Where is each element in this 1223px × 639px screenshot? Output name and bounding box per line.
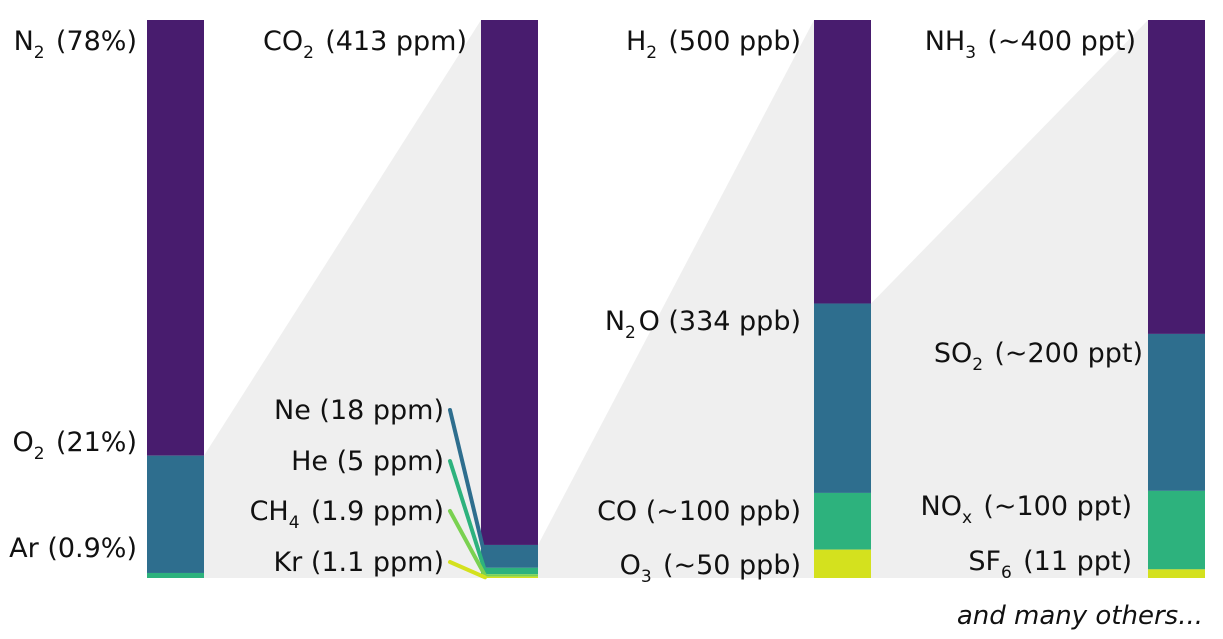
- label-co2: CO2 (413 ppm): [263, 26, 467, 63]
- segment-labels: N2 (78%) O2 (21%) Ar (0.9%) CO2 (413 ppm) Ne…: [9, 26, 1143, 587]
- bar-segment-2-0: [814, 20, 871, 304]
- label-nh3: NH3 (~400 ppt): [925, 26, 1136, 63]
- bar-segment-2-2: [814, 492, 871, 550]
- label-ar: Ar (0.9%): [9, 533, 137, 564]
- label-o3: O3 (~50 ppb): [620, 550, 801, 587]
- bar-segment-2-3: [814, 549, 871, 578]
- bar-segment-3-2: [1148, 490, 1205, 570]
- bar-segment-0-0: [147, 20, 204, 456]
- label-minor-3: Kr (1.1 ppm): [273, 547, 444, 578]
- bar-segment-3-0: [1148, 20, 1205, 334]
- leader-line-3: [448, 560, 487, 580]
- bar-segment-3-1: [1148, 333, 1205, 491]
- label-n2o: N2 O (334 ppb): [605, 306, 801, 343]
- bar-segment-0-2: [147, 572, 204, 578]
- bar-segment-1-0: [481, 20, 538, 545]
- label-h2: H2 (500 ppb): [626, 26, 801, 63]
- leader-line-0: [448, 408, 487, 559]
- leader-lines: [448, 408, 487, 580]
- zoom-wedge-1: [538, 20, 814, 578]
- label-sf6: SF6 (11 ppt): [968, 546, 1132, 583]
- label-minor-1: He (5 ppm): [291, 446, 444, 477]
- bar-segment-0-1: [147, 455, 204, 573]
- zoom-wedges: [204, 20, 1148, 578]
- zoom-wedge-0: [204, 20, 481, 578]
- bar-segment-2-1: [814, 303, 871, 493]
- label-co: CO (~100 ppb): [597, 496, 801, 527]
- label-minor-2: CH4 (1.9 ppm): [250, 496, 444, 533]
- bar-segment-1-4: [481, 576, 538, 578]
- leader-line-1: [448, 459, 487, 574]
- label-o2: O2 (21%): [13, 427, 137, 464]
- bar-segment-1-1: [481, 544, 538, 568]
- bar-segment-1-3: [481, 574, 538, 577]
- leader-line-2: [448, 509, 487, 578]
- label-minor-0: Ne (18 ppm): [274, 395, 444, 426]
- stacked-bars: [147, 20, 1205, 578]
- bar-segment-3-3: [1148, 569, 1205, 578]
- zoom-wedge-2: [871, 20, 1148, 578]
- label-nox: NOx (~100 ppt): [921, 491, 1132, 528]
- label-n2: N2 (78%): [14, 26, 137, 63]
- chart-note: and many others...: [957, 601, 1203, 631]
- bar-segment-1-2: [481, 567, 538, 575]
- label-so2: SO2 (~200 ppt): [934, 338, 1143, 375]
